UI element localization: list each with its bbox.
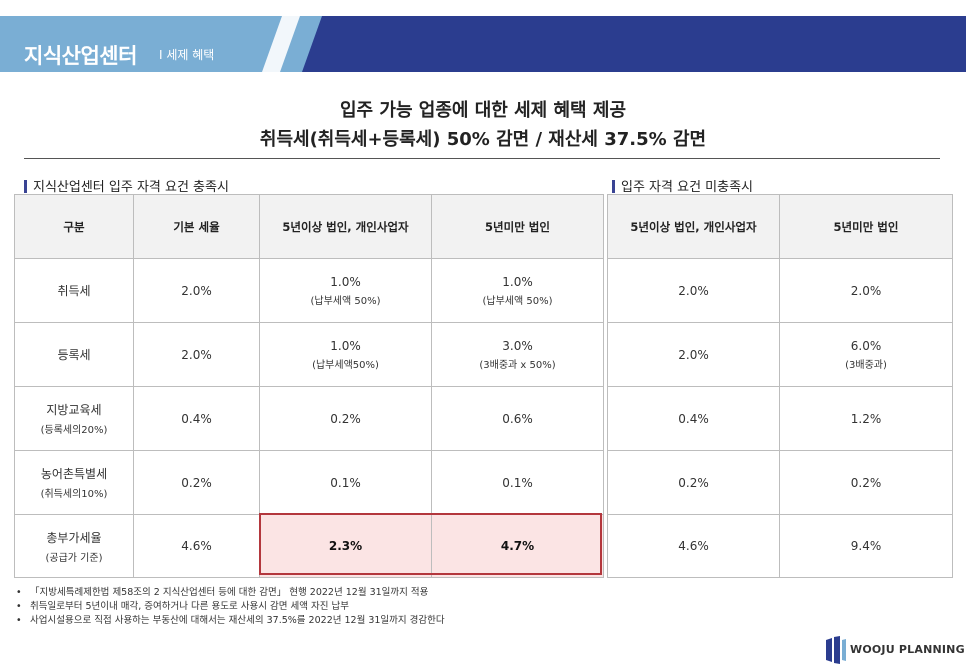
footnotes: 「지방세특례제한법 제58조의 2 지식산업센터 등에 대한 감면」 현행 20…: [16, 586, 445, 628]
table-row: 등록세 2.0% 1.0% (납부세액50%) 3.0% (3배중과 x 50%): [14, 322, 604, 387]
header-over5: 5년이상 법인, 개인사업자: [259, 194, 432, 259]
over5-rate: 0.4%: [607, 386, 780, 451]
table-row: 지방교육세 (등록세의20%) 0.4% 0.2% 0.6%: [14, 386, 604, 451]
header-under5: 5년미만 법인: [431, 194, 604, 259]
wooju-logo-icon: [826, 636, 846, 664]
over5-rate: 2.0%: [607, 322, 780, 387]
table-row: 2.0% 6.0% (3배중과): [607, 322, 953, 387]
right-section-label-text: 입주 자격 요건 미충족시: [621, 180, 753, 195]
under5-rate: 0.2%: [779, 450, 953, 515]
over5-rate: 4.6%: [607, 514, 780, 578]
section-marker: [24, 180, 27, 193]
headline-line1: 입주 가능 업종에 대한 세제 혜택 제공: [340, 100, 626, 121]
header-background: [0, 16, 966, 72]
base-rate: 4.6%: [133, 514, 260, 578]
under5-rate: 0.1%: [431, 450, 604, 515]
right-tax-table: 5년이상 법인, 개인사업자 5년미만 법인 2.0% 2.0% 2.0% 6.…: [607, 194, 953, 578]
over5-rate: 0.2%: [607, 450, 780, 515]
under5-rate: 2.0%: [779, 258, 953, 323]
over5-rate: 1.0% (납부세액50%): [259, 322, 432, 387]
divider: [24, 158, 940, 159]
base-rate: 2.0%: [133, 322, 260, 387]
page-title: 지식산업센터: [24, 44, 137, 68]
header-category: 구분: [14, 194, 134, 259]
headline-line2: 취득세(취득세+등록세) 50% 감면 / 재산세 37.5% 감면: [259, 129, 707, 150]
table-header-row: 5년이상 법인, 개인사업자 5년미만 법인: [607, 194, 953, 259]
over5-rate: 0.1%: [259, 450, 432, 515]
table-header-row: 구분 기본 세율 5년이상 법인, 개인사업자 5년미만 법인: [14, 194, 604, 259]
header-under5: 5년미만 법인: [779, 194, 953, 259]
page-subtitle: I 세제 혜택: [159, 48, 215, 62]
under5-rate: 6.0% (3배중과): [779, 322, 953, 387]
table-row: 농어촌특별세 (취득세의10%) 0.2% 0.1% 0.1%: [14, 450, 604, 515]
row-name: 지방교육세 (등록세의20%): [14, 386, 134, 451]
logo-text: WOOJU PLANNING: [850, 643, 965, 656]
row-name: 농어촌특별세 (취득세의10%): [14, 450, 134, 515]
header-base-rate: 기본 세율: [133, 194, 260, 259]
header-banner: 지식산업센터 I 세제 혜택: [0, 0, 966, 72]
row-name: 총부가세율 (공급가 기준): [14, 514, 134, 578]
table-row-total: 4.6% 9.4%: [607, 514, 953, 578]
table-row: 취득세 2.0% 1.0% (납부세액 50%) 1.0% (납부세액 50%): [14, 258, 604, 323]
row-name: 취득세: [14, 258, 134, 323]
row-name: 등록세: [14, 322, 134, 387]
table-row: 2.0% 2.0%: [607, 258, 953, 323]
under5-total-highlight: 4.7%: [431, 514, 604, 578]
header-over5: 5년이상 법인, 개인사업자: [607, 194, 780, 259]
base-rate: 2.0%: [133, 258, 260, 323]
footnote: 「지방세특례제한법 제58조의 2 지식산업센터 등에 대한 감면」 현행 20…: [16, 586, 445, 600]
table-row: 0.4% 1.2%: [607, 386, 953, 451]
right-section-label: 입주 자격 요건 미충족시: [612, 176, 753, 195]
under5-rate: 3.0% (3배중과 x 50%): [431, 322, 604, 387]
over5-total-highlight: 2.3%: [259, 514, 432, 578]
under5-rate: 1.2%: [779, 386, 953, 451]
under5-rate: 1.0% (납부세액 50%): [431, 258, 604, 323]
over5-rate: 0.2%: [259, 386, 432, 451]
over5-rate: 1.0% (납부세액 50%): [259, 258, 432, 323]
footnote: 취득일로부터 5년이내 매각, 증여하거나 다른 용도로 사용시 감면 세액 자…: [16, 600, 445, 614]
left-tax-table: 구분 기본 세율 5년이상 법인, 개인사업자 5년미만 법인 취득세 2.0%…: [14, 194, 604, 578]
under5-rate: 9.4%: [779, 514, 953, 578]
table-row-total: 총부가세율 (공급가 기준) 4.6% 2.3% 4.7%: [14, 514, 604, 578]
over5-rate: 2.0%: [607, 258, 780, 323]
under5-rate: 0.6%: [431, 386, 604, 451]
left-section-label-text: 지식산업센터 입주 자격 요건 충족시: [33, 180, 229, 195]
left-section-label: 지식산업센터 입주 자격 요건 충족시: [24, 176, 229, 195]
base-rate: 0.4%: [133, 386, 260, 451]
section-marker: [612, 180, 615, 193]
base-rate: 0.2%: [133, 450, 260, 515]
table-row: 0.2% 0.2%: [607, 450, 953, 515]
footnote: 사업시설용으로 직접 사용하는 부동산에 대해서는 재산세의 37.5%를 20…: [16, 614, 445, 628]
